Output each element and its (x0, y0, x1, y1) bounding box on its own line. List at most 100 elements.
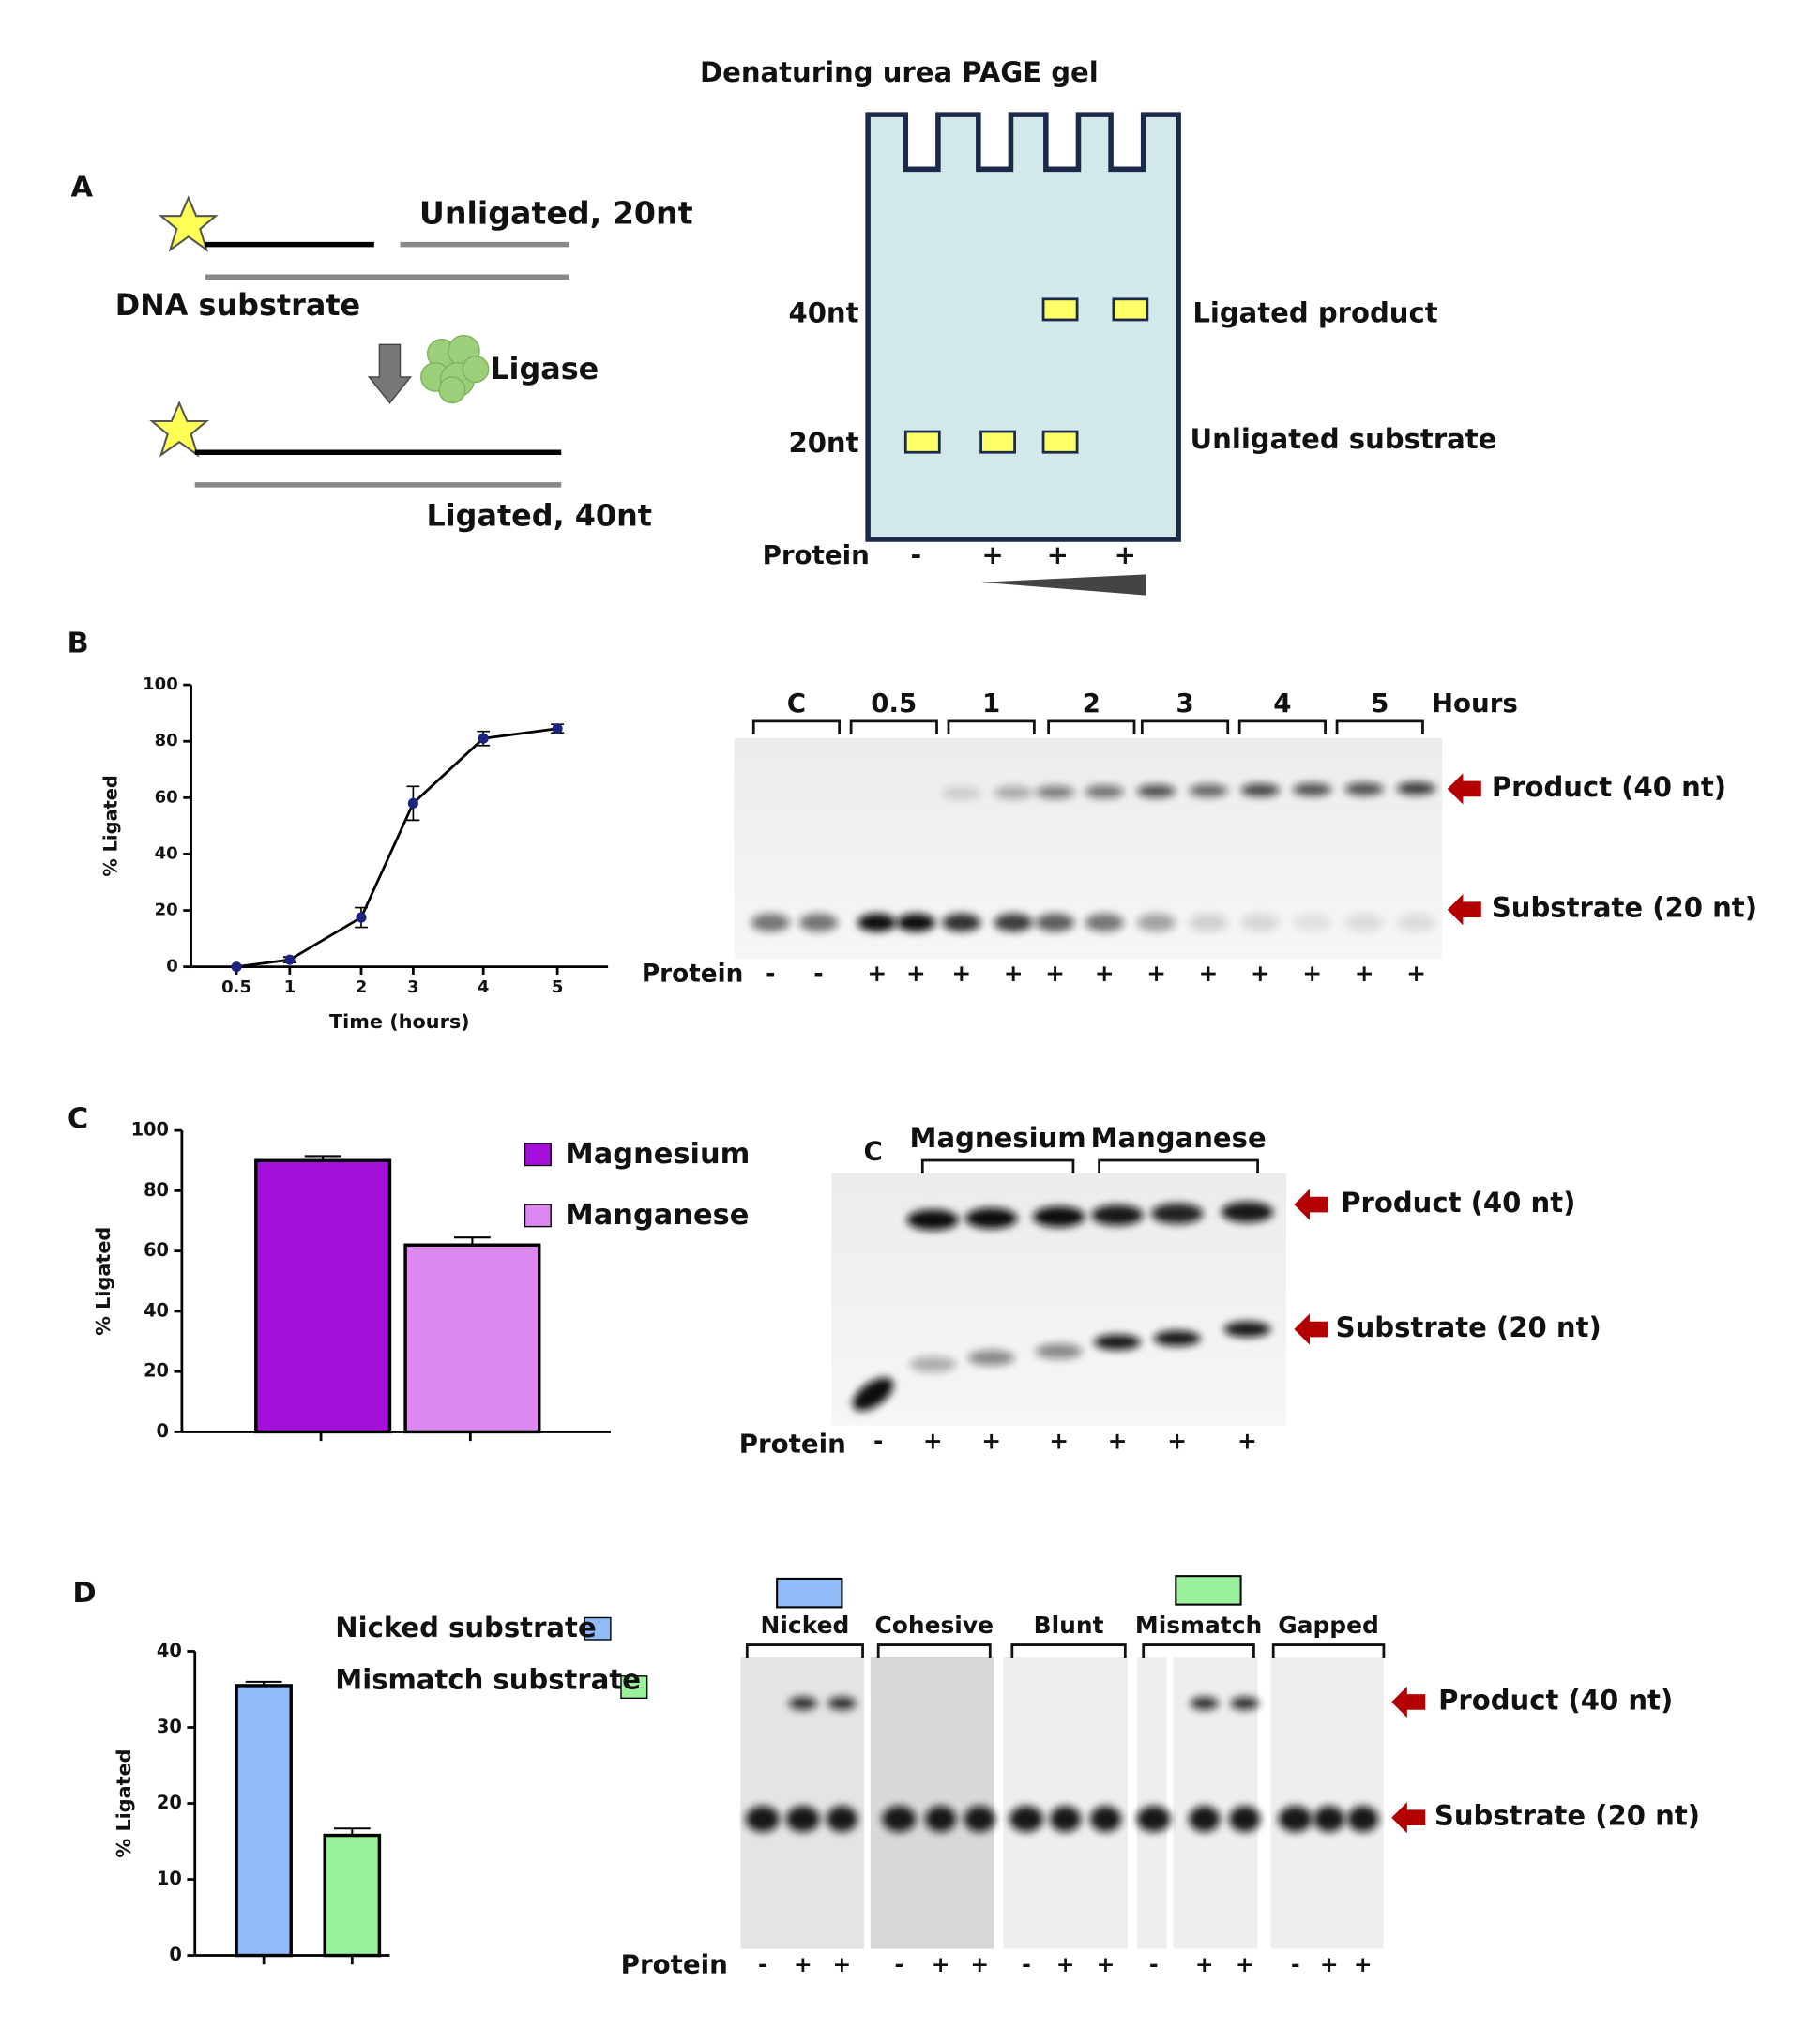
arrow (1294, 1313, 1328, 1345)
bracket (1237, 719, 1327, 734)
label: 40nt (788, 296, 858, 328)
sign: + (1199, 960, 1219, 987)
sign: - (766, 960, 775, 987)
band (909, 1356, 957, 1372)
bar (323, 1833, 382, 1958)
bar (403, 1243, 541, 1434)
y-tick-label: 0 (169, 1944, 181, 1965)
band (798, 913, 839, 932)
band (745, 1806, 780, 1832)
bracket (947, 719, 1036, 734)
bracket (1140, 719, 1230, 734)
band (1041, 297, 1079, 322)
label: Ligated product (1192, 296, 1437, 328)
lane-label: C (787, 688, 806, 719)
band (827, 1696, 857, 1710)
lane-label: 5 (1371, 688, 1389, 719)
sign: + (833, 1951, 852, 1977)
legend-label: Magnesium (565, 1138, 750, 1171)
x-tick-label: 0.5 (221, 977, 251, 997)
sign: - (894, 1951, 903, 1977)
sign: + (1320, 1951, 1339, 1977)
band (1344, 913, 1384, 932)
sign: + (1251, 960, 1270, 987)
bracket (920, 1158, 1075, 1173)
band (925, 1806, 957, 1832)
sign: + (867, 960, 887, 987)
band (1085, 785, 1124, 798)
sign: - (1149, 1951, 1159, 1977)
sign: + (932, 1951, 950, 1977)
lane-label: 0.5 (871, 688, 917, 719)
band (1190, 1696, 1220, 1710)
bracket (849, 719, 938, 734)
y-tick-label: 40 (155, 843, 178, 863)
band (785, 1806, 820, 1832)
sign: + (1045, 960, 1065, 987)
label: Denaturing urea PAGE gel (700, 56, 1099, 88)
band (1035, 913, 1075, 932)
band (1230, 1696, 1259, 1710)
sign: + (1354, 1951, 1373, 1977)
sign: + (1195, 1951, 1214, 1977)
band (1153, 1330, 1201, 1347)
bar (254, 1158, 392, 1434)
lane-label: Cohesive (874, 1612, 994, 1639)
band (906, 1209, 960, 1231)
sign: + (1237, 1428, 1257, 1455)
sign: + (981, 539, 1003, 570)
x-axis-label: Time (hours) (329, 1010, 470, 1033)
band (994, 786, 1033, 799)
band (1112, 297, 1149, 322)
band (788, 1696, 818, 1710)
x-tick-label: 3 (407, 977, 419, 997)
band (1041, 430, 1079, 454)
point (356, 912, 367, 923)
y-tick-label: 100 (143, 674, 178, 694)
y-tick-label: 20 (155, 901, 178, 920)
sign: + (1355, 960, 1374, 987)
label: Protein (642, 960, 743, 988)
sign: + (1146, 960, 1166, 987)
legend-label: Mismatch substrate (335, 1663, 641, 1695)
star (149, 400, 210, 458)
lane-label: Gapped (1278, 1612, 1379, 1639)
y-tick-label: 30 (157, 1716, 182, 1737)
arrow (1447, 894, 1481, 926)
bar (235, 1684, 293, 1958)
label: Hours (1432, 688, 1518, 719)
y-tick-label: 0 (166, 957, 178, 977)
sign: - (911, 539, 922, 570)
star (158, 195, 219, 252)
x-tick-label: 2 (356, 977, 368, 997)
panel-label: C (68, 1103, 88, 1136)
band (1223, 1321, 1271, 1338)
sign: - (873, 1428, 883, 1455)
sign: - (1291, 1951, 1300, 1977)
line (235, 727, 558, 969)
arrow (367, 343, 413, 404)
sign: + (1049, 1428, 1069, 1455)
label: Ligated, 40nt (426, 497, 652, 533)
bracket (745, 1643, 864, 1658)
y-tick-label: 40 (157, 1640, 182, 1661)
sign: + (1047, 539, 1069, 570)
band (751, 913, 791, 932)
band (967, 1350, 1015, 1366)
sign: + (1004, 960, 1024, 987)
label: Product (40 nt) (1438, 1684, 1673, 1716)
point (231, 961, 242, 973)
bracket (1047, 719, 1136, 734)
band (1278, 1806, 1313, 1832)
label: 20nt (788, 427, 858, 459)
label: Unligated, 20nt (419, 194, 693, 231)
sign: + (951, 960, 971, 987)
gel-image (1003, 1657, 1129, 1949)
y-tick-label: 80 (144, 1179, 169, 1201)
sign: + (981, 1428, 1001, 1455)
point (478, 733, 489, 744)
band (1049, 1806, 1082, 1832)
band (1221, 1202, 1274, 1223)
band (942, 786, 981, 800)
